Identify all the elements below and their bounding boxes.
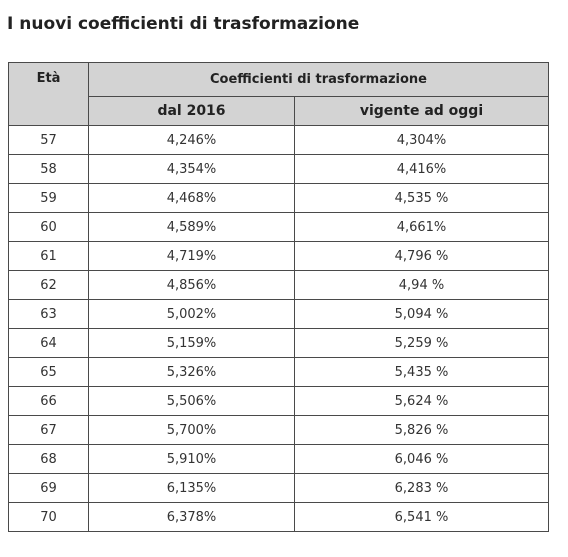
table-row: 70 6,378% 6,541 % [8,502,550,532]
cell-vigente: 4,94 % [293,270,550,300]
table-body: 57 4,246% 4,304% 58 4,354% 4,416% 59 4,468% 4,53… [8,125,550,532]
cell-dal-2016: 4,719% [88,241,295,271]
cell-vigente: 4,535 % [293,183,550,213]
cell-vigente: 4,661% [293,212,550,242]
cell-dal-2016: 5,326% [88,357,295,387]
cell-eta: 64 [8,328,89,358]
page-title: I nuovi coefficienti di trasformazione [7,14,360,34]
cell-eta: 58 [8,154,89,184]
cell-dal-2016: 4,354% [88,154,295,184]
header-row-top: Età Coefficienti di trasformazione [8,62,550,126]
table-row: 60 4,589% 4,661% [8,212,550,242]
cell-dal-2016: 5,002% [88,299,295,329]
cell-dal-2016: 6,135% [88,473,295,503]
table-row: 62 4,856% 4,94 % [8,270,550,300]
cell-eta: 63 [8,299,89,329]
cell-dal-2016: 4,468% [88,183,295,213]
cell-eta: 67 [8,415,89,445]
table-row: 64 5,159% 5,259 % [8,328,550,358]
cell-eta: 68 [8,444,89,474]
table-row: 66 5,506% 5,624 % [8,386,550,416]
table-row: 61 4,719% 4,796 % [8,241,550,271]
cell-eta: 60 [8,212,89,242]
cell-vigente: 6,046 % [293,444,550,474]
cell-vigente: 5,259 % [293,328,550,358]
header-row-sub: dal 2016 vigente ad oggi [9,96,550,126]
cell-vigente: 5,826 % [293,415,550,445]
table-row: 58 4,354% 4,416% [8,154,550,184]
cell-vigente: 5,094 % [293,299,550,329]
cell-vigente: 6,283 % [293,473,550,503]
cell-dal-2016: 4,246% [88,125,295,155]
table-header: Età Coefficienti di trasformazione dal 2… [8,62,550,126]
cell-vigente: 4,416% [293,154,550,184]
cell-eta: 59 [8,183,89,213]
cell-dal-2016: 5,910% [88,444,295,474]
cell-vigente: 5,624 % [293,386,550,416]
table-row: 69 6,135% 6,283 % [8,473,550,503]
cell-eta: 70 [8,502,89,532]
cell-dal-2016: 4,589% [88,212,295,242]
header-coefficients-group: Coefficienti di trasformazione [87,62,550,97]
cell-dal-2016: 4,856% [88,270,295,300]
cell-eta: 57 [8,125,89,155]
table-row: 67 5,700% 5,826 % [8,415,550,445]
cell-eta: 61 [8,241,89,271]
table-row: 59 4,468% 4,535 % [8,183,550,213]
cell-eta: 69 [8,473,89,503]
cell-dal-2016: 5,700% [88,415,295,445]
header-vigente: vigente ad oggi [293,96,550,126]
cell-eta: 65 [8,357,89,387]
cell-eta: 62 [8,270,89,300]
cell-dal-2016: 6,378% [88,502,295,532]
table-row: 65 5,326% 5,435 % [8,357,550,387]
table-row: 57 4,246% 4,304% [8,125,550,155]
cell-vigente: 6,541 % [293,502,550,532]
table-row: 68 5,910% 6,046 % [8,444,550,474]
cell-vigente: 5,435 % [293,357,550,387]
cell-vigente: 4,304% [293,125,550,155]
table-row: 63 5,002% 5,094 % [8,299,550,329]
cell-dal-2016: 5,506% [88,386,295,416]
cell-dal-2016: 5,159% [88,328,295,358]
cell-eta: 66 [8,386,89,416]
cell-vigente: 4,796 % [293,241,550,271]
header-dal-2016: dal 2016 [88,96,295,126]
coefficients-table: Età Coefficienti di trasformazione dal 2… [8,62,550,532]
header-eta: Età [8,62,89,126]
